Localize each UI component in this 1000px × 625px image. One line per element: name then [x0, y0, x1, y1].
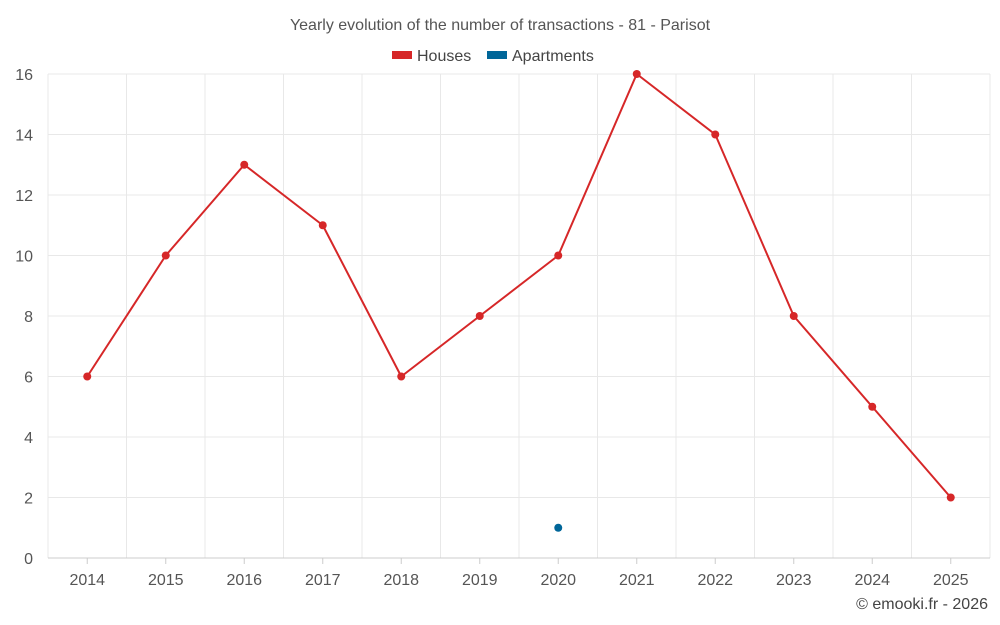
x-tick-label: 2022: [697, 572, 733, 589]
y-tick-label: 12: [15, 188, 33, 205]
series-line-houses: [86, 73, 952, 499]
y-tick-label: 16: [15, 67, 33, 84]
x-tick-label: 2020: [540, 572, 576, 589]
y-tick-label: 0: [24, 551, 33, 568]
legend-swatch-houses: [392, 51, 412, 59]
legend-item-apartments[interactable]: Apartments: [487, 48, 594, 65]
legend-label-apartments: Apartments: [512, 48, 594, 65]
credit: © emooki.fr - 2026: [856, 596, 988, 613]
y-tick-label: 6: [24, 370, 33, 387]
legend-item-houses[interactable]: Houses: [392, 48, 471, 65]
y-tick-label: 14: [15, 128, 33, 145]
y-tick-label: 2: [24, 491, 33, 508]
axes: 0 2 4 6 8 10 12 14 16 2014 2015 2016 2017 2018 2019 202…: [15, 67, 990, 589]
chart-title: Yearly evolution of the number of transa…: [290, 17, 711, 34]
x-tick-label: 2024: [854, 572, 890, 589]
data-point-houses[interactable]: [554, 251, 563, 260]
data-point-houses[interactable]: [83, 372, 92, 381]
data-point-houses[interactable]: [161, 251, 170, 260]
legend[interactable]: Houses Apartments: [392, 48, 594, 65]
x-tick-label: 2023: [776, 572, 812, 589]
legend-label-houses: Houses: [417, 48, 471, 65]
series: [83, 70, 955, 532]
data-point-houses[interactable]: [397, 372, 406, 381]
legend-swatch-apartments: [487, 51, 507, 59]
x-tick-label: 2014: [69, 572, 105, 589]
data-point-houses[interactable]: [711, 130, 720, 139]
data-point-apartments[interactable]: [554, 523, 563, 532]
x-tick-label: 2015: [148, 572, 184, 589]
grid: [47, 73, 991, 558]
x-tick-label: 2025: [933, 572, 969, 589]
data-point-houses[interactable]: [475, 312, 484, 320]
y-tick-label: 4: [24, 430, 33, 447]
x-tick-label: 2018: [383, 572, 419, 589]
x-tick-label: 2019: [462, 572, 498, 589]
x-tick-label: 2017: [305, 572, 341, 589]
y-tick-label: 10: [15, 249, 33, 266]
y-tick-label: 8: [24, 309, 33, 326]
data-point-houses[interactable]: [946, 493, 955, 502]
data-point-houses[interactable]: [789, 312, 798, 320]
data-point-houses[interactable]: [868, 402, 877, 411]
data-point-houses[interactable]: [240, 160, 249, 169]
data-point-houses[interactable]: [318, 221, 327, 230]
x-tick-label: 2016: [226, 572, 262, 589]
x-tick-label: 2021: [619, 572, 655, 589]
data-point-houses[interactable]: [632, 70, 641, 78]
